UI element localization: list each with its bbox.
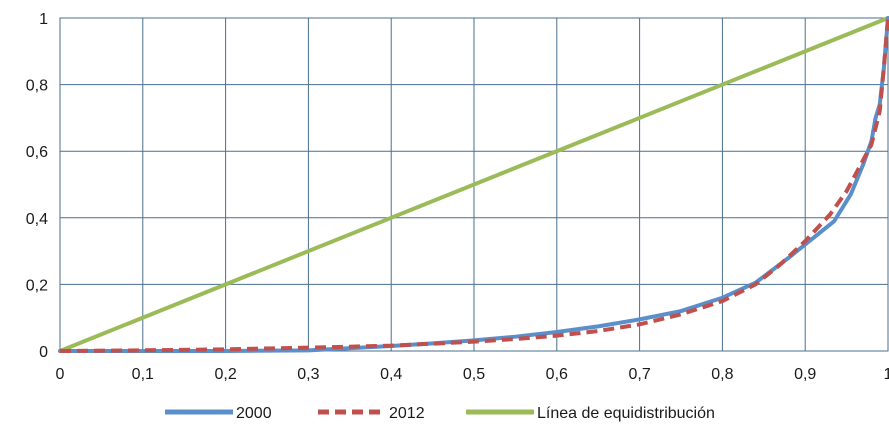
- y-tick-label: 0,2: [26, 277, 48, 294]
- legend-label-0: 2000: [236, 405, 272, 422]
- series-line-1: [59, 17, 889, 353]
- x-tick-label: 0: [56, 366, 65, 383]
- y-tick-label: 0,4: [26, 211, 48, 228]
- y-tick-label: 1: [39, 11, 48, 28]
- x-tick-label: 0,1: [132, 366, 154, 383]
- x-tick-label: 0,5: [463, 366, 485, 383]
- x-tick-label: 0,9: [794, 366, 816, 383]
- y-tick-label: 0: [39, 344, 48, 361]
- legend: 2000 2012 Línea de equidistribución: [165, 405, 715, 422]
- legend-label-2: Línea de equidistribución: [537, 405, 715, 422]
- y-axis-ticks: 0 0,2 0,4 0,6 0,8 1: [26, 11, 48, 361]
- x-tick-label: 0,3: [297, 366, 319, 383]
- x-tick-label: 0,6: [546, 366, 568, 383]
- y-tick-label: 0,6: [26, 144, 48, 161]
- x-tick-label: 0,7: [628, 366, 650, 383]
- legend-label-1: 2012: [389, 405, 425, 422]
- series-line-2: [58, 16, 889, 353]
- y-tick-label: 0,8: [26, 78, 48, 95]
- x-tick-label: 0,2: [214, 366, 236, 383]
- x-axis-ticks: 0 0,1 0,2 0,3 0,4 0,5 0,6 0,7 0,8 0,9 1: [56, 366, 889, 383]
- x-tick-label: 0,4: [380, 366, 402, 383]
- series-lines: [58, 16, 889, 353]
- x-tick-label: 1: [884, 366, 889, 383]
- x-tick-label: 0,8: [711, 366, 733, 383]
